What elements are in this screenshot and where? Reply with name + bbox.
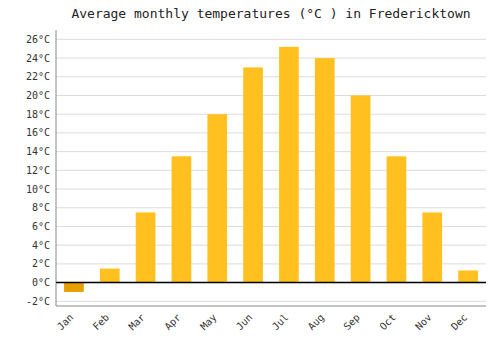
chart-container: Average monthly temperatures (°C ) in Fr… <box>0 0 500 350</box>
chart: Average monthly temperatures (°C ) in Fr… <box>0 0 500 350</box>
grid-line <box>56 226 486 227</box>
bar <box>243 67 263 282</box>
grid-line <box>56 282 486 283</box>
x-tick-label: Sep <box>341 312 362 333</box>
grid-line <box>56 301 486 302</box>
x-tick-label: Mar <box>126 312 147 333</box>
title: Average monthly temperatures (°C ) in Fr… <box>71 6 470 21</box>
grid-line <box>56 189 486 190</box>
bar <box>172 156 192 282</box>
y-tick-label: 24°C <box>26 53 50 64</box>
y-tick-label: 6°C <box>32 221 50 232</box>
grid-line <box>56 245 486 246</box>
y-tick-label: 12°C <box>26 165 50 176</box>
x-axis-line <box>56 306 486 307</box>
y-tick-label: 26°C <box>26 34 50 45</box>
bar <box>315 58 335 283</box>
y-tick-label: 14°C <box>26 146 50 157</box>
bar <box>458 270 478 282</box>
bar <box>207 114 227 282</box>
y-tick-label: 10°C <box>26 184 50 195</box>
bar <box>351 95 371 282</box>
grid-line <box>56 76 486 77</box>
bars <box>64 47 478 292</box>
x-tick-label: Jul <box>270 312 291 333</box>
x-tick-label: Feb <box>91 312 112 333</box>
x-tick-label: Nov <box>413 312 434 333</box>
grid-line <box>56 170 486 171</box>
grid-line <box>56 151 486 152</box>
bar <box>64 283 84 292</box>
y-tick-label: 4°C <box>32 240 50 251</box>
zero-line <box>56 282 486 284</box>
x-tick-label: Jan <box>55 312 76 333</box>
grid-line <box>56 263 486 264</box>
y-tick-label: 18°C <box>26 109 50 120</box>
y-tick-label: 2°C <box>32 258 50 269</box>
grid <box>56 39 486 301</box>
bar <box>387 156 407 282</box>
y-axis-line <box>56 30 57 306</box>
y-tick-label: 8°C <box>32 202 50 213</box>
x-tick-label: Apr <box>162 312 183 333</box>
y-tick-label: 0°C <box>32 277 50 288</box>
grid-line <box>56 207 486 208</box>
bar <box>136 212 156 282</box>
y-tick-label: 22°C <box>26 71 50 82</box>
y-tick-label: 16°C <box>26 127 50 138</box>
x-tick-label: Jun <box>234 312 255 333</box>
grid-line <box>56 95 486 96</box>
x-tick-label: Aug <box>306 312 327 333</box>
bar <box>100 269 120 283</box>
x-tick-label: Dec <box>449 312 470 333</box>
bar <box>279 47 299 283</box>
grid-line <box>56 58 486 59</box>
grid-line <box>56 132 486 133</box>
x-tick-label: Oct <box>377 312 398 333</box>
grid-line <box>56 39 486 40</box>
grid-line <box>56 114 486 115</box>
y-tick-label: 20°C <box>26 90 50 101</box>
x-tick-label: May <box>198 312 219 333</box>
bar <box>422 212 442 282</box>
y-tick-label: -2°C <box>26 296 50 307</box>
